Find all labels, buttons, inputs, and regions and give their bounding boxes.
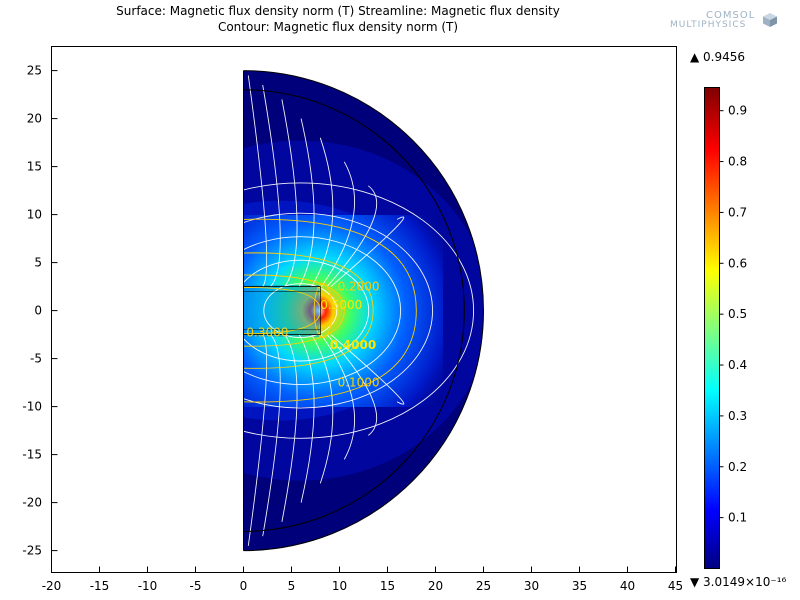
x-tick-label: -5: [190, 579, 202, 593]
y-tick-label: -15: [22, 448, 42, 462]
colorbar-tick-label: 0.9: [728, 104, 747, 118]
y-tick-label: 25: [27, 64, 42, 78]
streamline: [243, 259, 370, 362]
y-tick-label: 15: [27, 160, 42, 174]
streamline: [243, 182, 475, 439]
comsol-logo: COMSOL MULTIPHYSICS: [666, 10, 784, 34]
streamline: [243, 236, 402, 385]
colorbar-tick-label: 0.4: [728, 358, 747, 372]
streamline: [326, 334, 377, 436]
colorbar-ticks: 0.9 0.8 0.7 0.6 0.5 0.4 0.3 0.2 0.1: [719, 104, 747, 525]
colorbar-tick-label: 0.1: [728, 511, 747, 525]
streamline: [311, 334, 334, 484]
y-tick-label: 10: [27, 208, 42, 222]
streamline: [243, 212, 433, 409]
contour-label: 0.1000: [338, 376, 380, 390]
plot-subtitle: Contour: Magnetic flux density norm (T): [217, 20, 459, 34]
x-axis: -20 -15 -10 -5 0 5 10 15 20 25 30 35 40 45: [42, 566, 683, 593]
x-tick-label: -20: [42, 579, 62, 593]
contour-line: [243, 218, 417, 403]
logo-line1: COMSOL: [706, 10, 756, 21]
x-tick-label: 10: [332, 579, 347, 593]
streamline: [330, 334, 405, 405]
colorbar-max: ▲ 0.9456: [690, 50, 746, 64]
streamline: [247, 75, 268, 287]
colorbar-tick-label: 0.6: [728, 256, 747, 270]
y-tick-label: -25: [22, 544, 42, 558]
streamline: [247, 334, 268, 546]
x-tick-label: 20: [428, 579, 443, 593]
streamline: [262, 84, 281, 287]
y-axis: 25 20 15 10 5 0 -5 -10 -15 -20 -25: [22, 64, 58, 558]
streamline: [320, 161, 355, 287]
streamline: [281, 334, 298, 522]
colorbar-tick-label: 0.7: [728, 205, 747, 219]
contour-lines: [243, 218, 417, 403]
plot-title: Surface: Magnetic flux density norm (T) …: [116, 4, 560, 18]
streamline: [326, 185, 377, 287]
comsol-cube-icon: [763, 13, 777, 27]
x-tick-label: -15: [90, 579, 110, 593]
colorbar-gradient: [704, 87, 720, 569]
streamline: [281, 99, 298, 287]
streamline: [298, 118, 315, 287]
x-tick-label: 40: [620, 579, 635, 593]
geometry-boundaries: [243, 70, 484, 552]
colorbar-tick-label: 0.2: [728, 460, 747, 474]
streamline: [330, 216, 405, 287]
contour-label: 0.5000: [320, 298, 362, 312]
y-tick-label: -5: [30, 352, 42, 366]
contour-line: [313, 283, 333, 339]
x-tick-label: 0: [240, 579, 248, 593]
x-tick-label: 45: [668, 579, 683, 593]
x-tick-label: 30: [524, 579, 539, 593]
y-tick-label: 5: [34, 256, 42, 270]
streamline: [311, 137, 334, 287]
streamline: [320, 334, 355, 460]
contour-labels: 0.2000 0.1000 0.3000 0.4000 0.5000: [246, 280, 379, 390]
contour-label: 0.4000: [330, 338, 376, 352]
contour-label: 0.2000: [338, 280, 380, 294]
x-tick-label: 15: [380, 579, 395, 593]
heatmap-surface: [243, 70, 484, 551]
y-tick-label: -20: [22, 496, 42, 510]
plot-frame: [51, 46, 677, 573]
colorbar: 0.9 0.8 0.7 0.6 0.5 0.4 0.3 0.2 0.1: [704, 87, 747, 569]
colorbar-tick-label: 0.8: [728, 155, 747, 169]
y-tick-label: 0: [34, 304, 42, 318]
colorbar-tick-label: 0.5: [728, 307, 747, 321]
colorbar-tick-label: 0.3: [728, 409, 747, 423]
x-tick-label: 25: [476, 579, 491, 593]
contour-line: [243, 274, 345, 347]
colorbar-min: ▼ 3.0149×10⁻¹⁶: [690, 575, 787, 589]
y-tick-label: -10: [22, 400, 42, 414]
contour-line: [243, 252, 374, 369]
logo-line2: MULTIPHYSICS: [670, 20, 747, 30]
x-tick-label: 5: [288, 579, 296, 593]
x-tick-label: -10: [138, 579, 158, 593]
contour-label: 0.3000: [246, 326, 288, 340]
x-tick-label: 35: [572, 579, 587, 593]
y-tick-label: 20: [27, 112, 42, 126]
streamline: [298, 334, 315, 503]
streamlines: [243, 75, 475, 546]
streamline: [262, 334, 281, 537]
colorbar-max-label: 0.9456: [703, 50, 746, 64]
colorbar-min-label: 3.0149×10⁻¹⁶: [703, 575, 787, 589]
